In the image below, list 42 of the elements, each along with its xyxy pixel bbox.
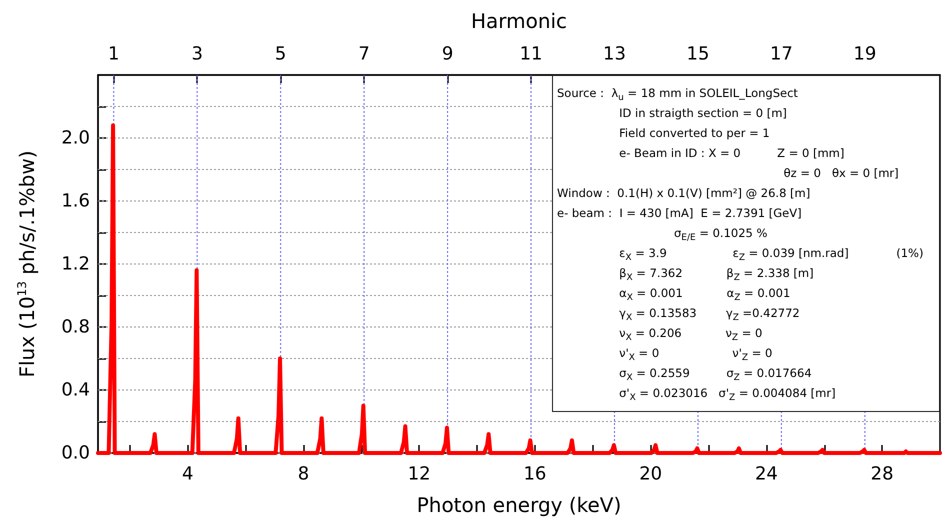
x2-tick-label: 9: [442, 44, 454, 64]
x2-tick-label: 17: [770, 44, 793, 64]
x2-tick-label: 5: [274, 44, 286, 64]
x-tick-label: 12: [408, 464, 431, 484]
x-tick-label: 4: [182, 464, 194, 484]
x2-tick-label: 19: [853, 44, 876, 64]
x-tick-label: 28: [870, 464, 894, 484]
annotation: α$_{X}$ = 0.001 α$_{Z}$ = 0.001: [618, 285, 792, 303]
x2-tick-label: 13: [603, 44, 626, 64]
x-tick-label: 24: [754, 464, 778, 484]
annotation: σ$_{X}$ = 0.2559 σ$_{Z}$ = 0.017664: [618, 365, 813, 383]
y-tick-label: 0.0: [61, 442, 90, 464]
x2-tick-label: 15: [686, 44, 710, 64]
x-tick-label: 16: [523, 464, 546, 484]
annotation: Source : λ$_{u}$ = 18 mm in SOLEIL_LongSect: [557, 85, 799, 103]
y-tick-label: 2.0: [61, 128, 90, 148]
x2-axis-title: Harmonic: [470, 9, 568, 33]
annotation: σ'$_{X}$ = 0.023016 σ'$_{Z}$ = 0.004084 [mr]: [618, 385, 837, 403]
annotation: σ$_{E/E}$ = 0.1025 %: [672, 225, 768, 243]
annotation: γ$_{X}$ = 0.13583 γ$_{Z}$ =0.42772: [618, 305, 801, 323]
y-tick-label: 1.6: [61, 190, 90, 212]
annotation: e- Beam in ID : X = 0 Z = 0 [mm]: [618, 145, 846, 162]
annotation: Window : 0.1(H) x 0.1(V) [mm²] @ 26.8 [m]: [557, 185, 812, 202]
x2-tick-label: 1: [108, 44, 120, 64]
annotation: e- beam : I = 430 [mA] E = 2.7391 [GeV]: [557, 205, 803, 222]
x-axis-title: Photon energy (keV): [416, 493, 622, 517]
annotation: ID in straigth section = 0 [m]: [618, 105, 788, 122]
y-axis-title: Flux (1013 ph/s/.1%bw): [15, 150, 39, 378]
x2-tick-label: 7: [358, 44, 370, 64]
annotation: β$_{X}$ = 7.362 β$_{Z}$ = 2.338 [m]: [618, 265, 815, 283]
annotation: θz = 0 θx = 0 [mr]: [782, 165, 900, 182]
annotation: ν$_{X}$ = 0.206 ν$_{Z}$ = 0: [618, 325, 764, 343]
y-tick-label: 0.8: [61, 316, 90, 338]
annotation: ν'$_{X}$ = 0 ν'$_{Z}$ = 0: [618, 345, 774, 363]
annotation: Field converted to per = 1: [618, 125, 771, 142]
y-tick-label: 1.2: [61, 254, 90, 274]
x-tick-label: 8: [298, 464, 310, 484]
annotation: ε$_{X}$ = 3.9 ε$_{Z}$ = 0.039 [nm.rad] (1%): [618, 245, 924, 263]
x2-tick-label: 11: [520, 44, 542, 64]
y-tick-label: 0.4: [61, 380, 90, 400]
x-tick-label: 20: [639, 464, 662, 484]
x2-tick-label: 3: [191, 44, 203, 64]
